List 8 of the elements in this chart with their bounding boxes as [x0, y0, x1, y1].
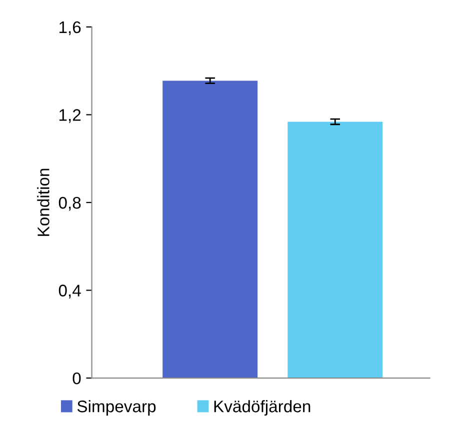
y-tick-label: 1,2	[59, 109, 81, 123]
y-axis-title: Kondition	[37, 168, 50, 236]
y-tick-label: 0,8	[58, 196, 81, 211]
y-tick-label: 1,6	[59, 21, 81, 36]
y-tick-label: 0	[72, 372, 81, 384]
legend-label: Simpevarp	[77, 400, 156, 416]
y-tick-label: 0,4	[58, 284, 81, 298]
legend-label: Kvädöfjärden	[214, 400, 310, 416]
